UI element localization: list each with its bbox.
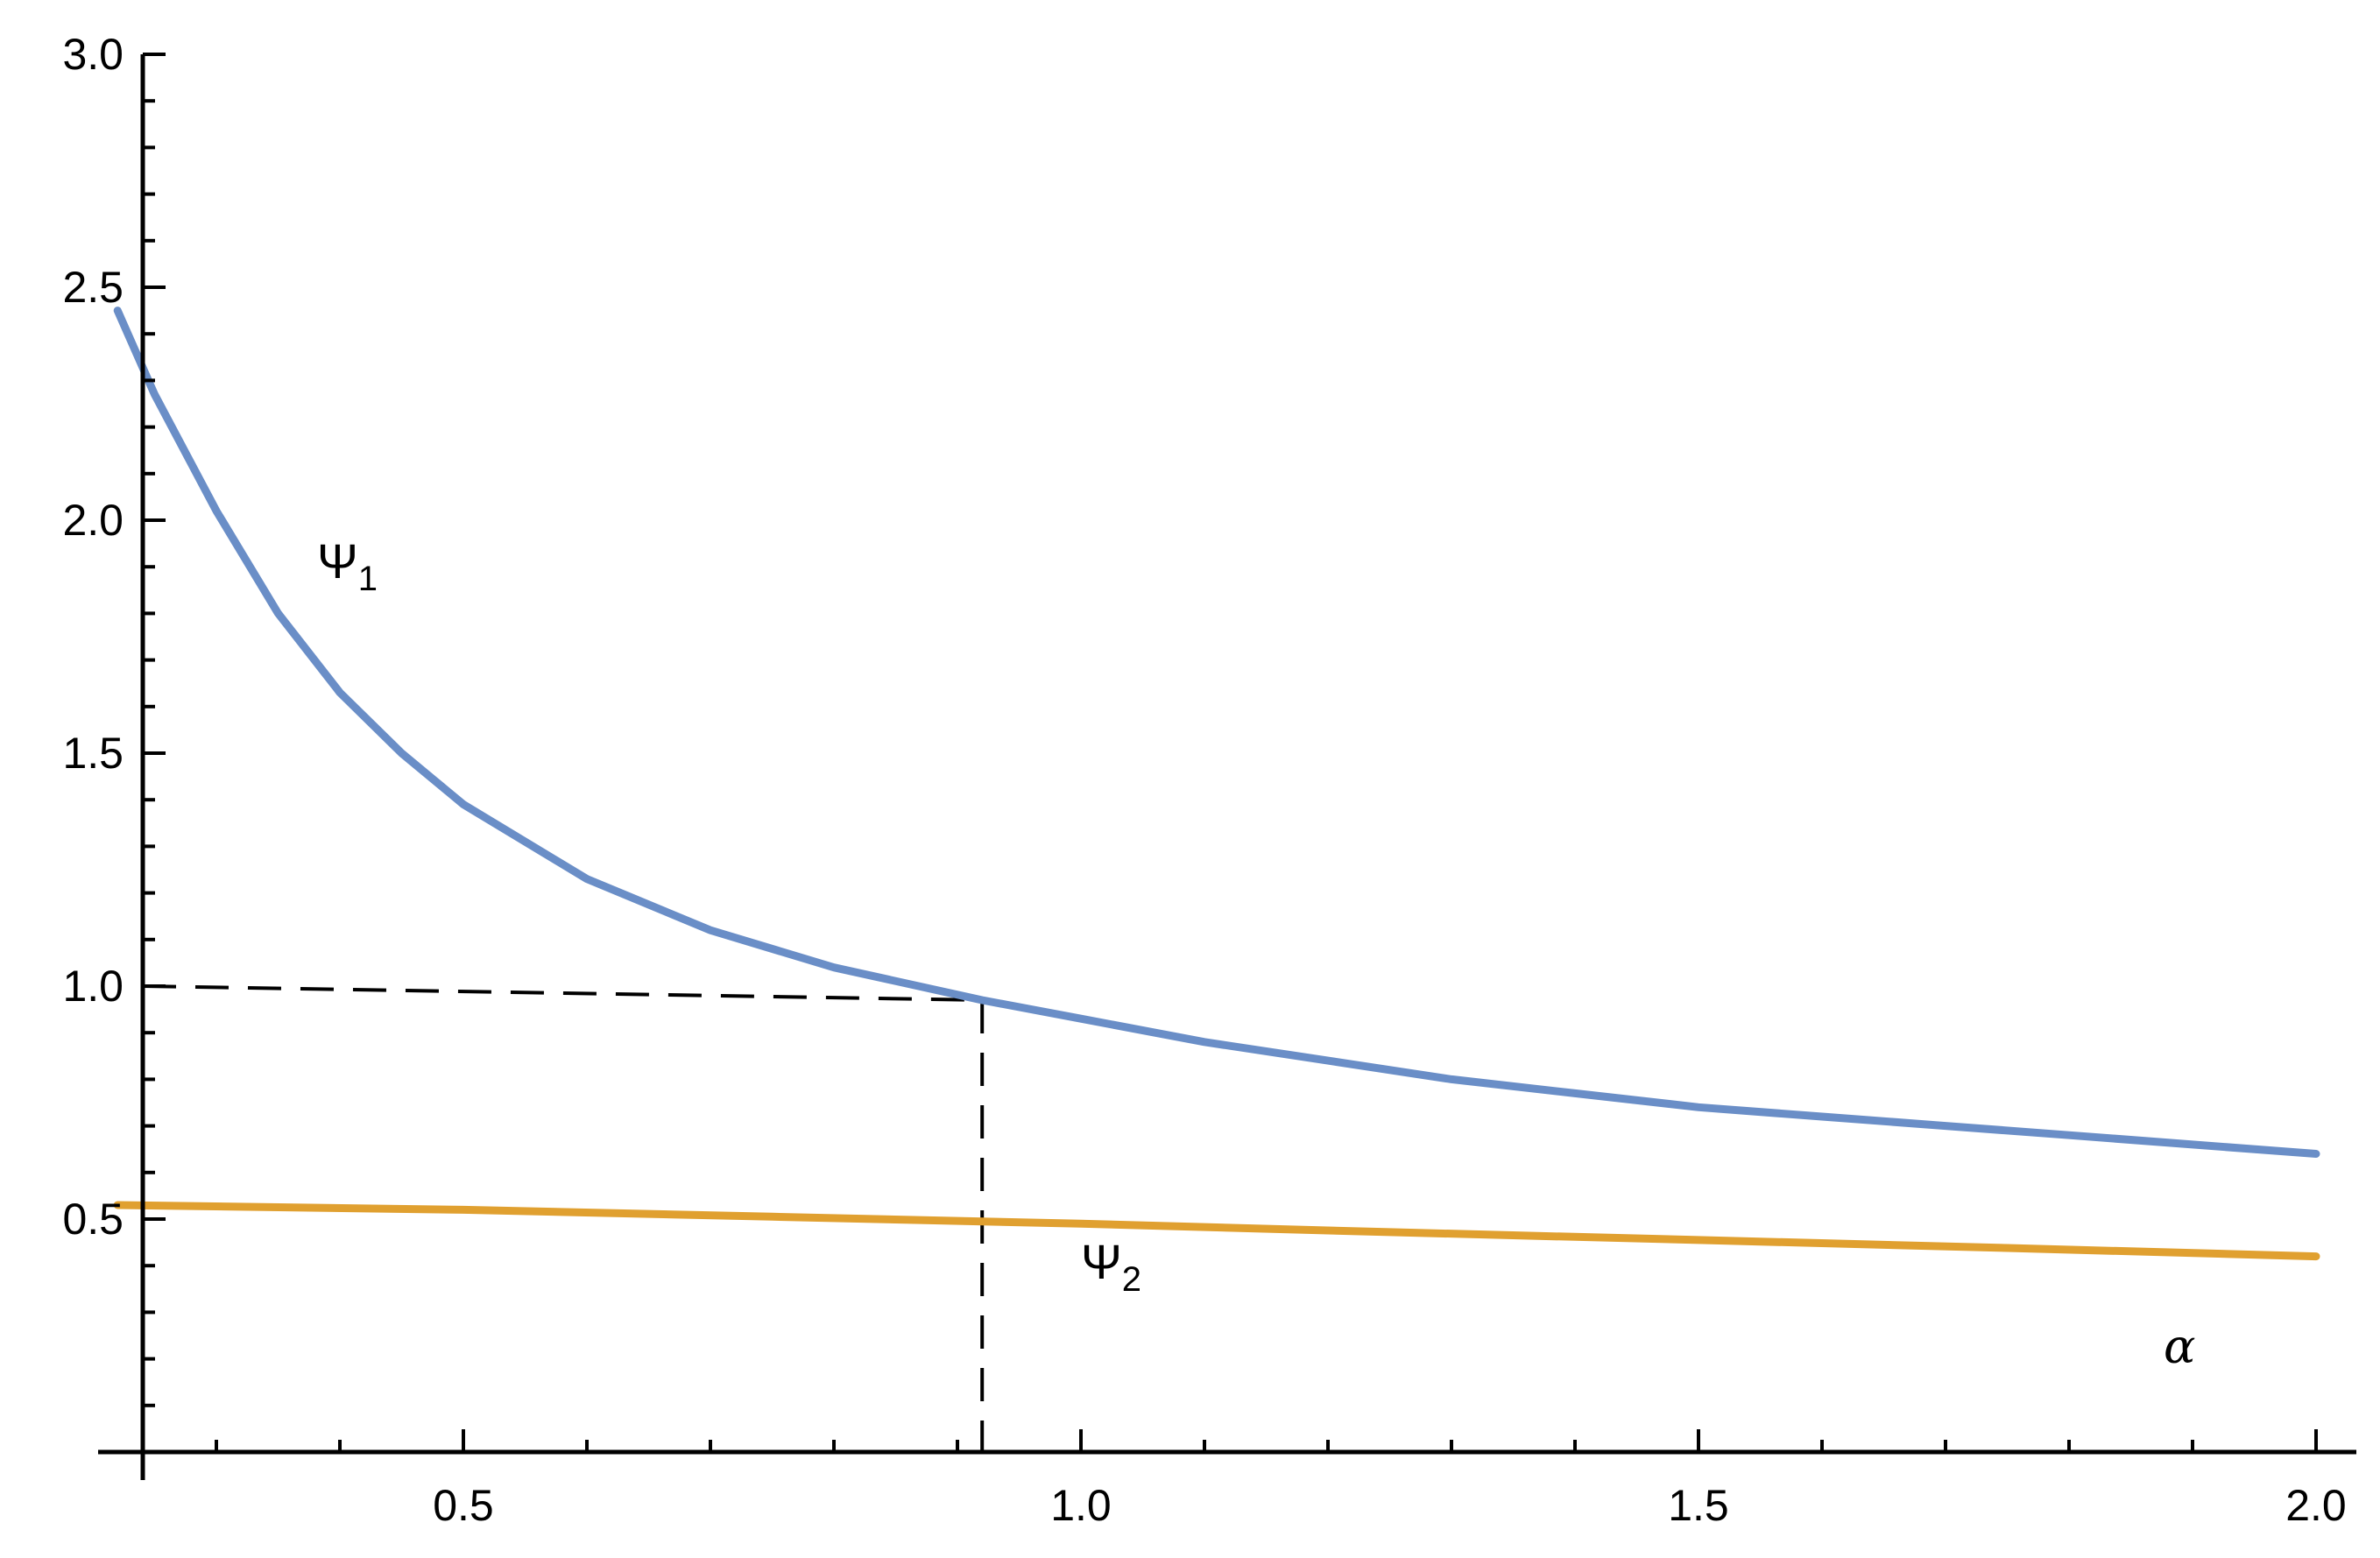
series-line-2 (113, 1201, 2320, 1261)
reference-lines (142, 984, 985, 1452)
x-tick-label: 1.5 (1668, 1481, 1729, 1530)
annotations: Ψ1 Ψ2 α (317, 533, 2195, 1374)
x-tick-label: 0.5 (433, 1481, 494, 1530)
y-tick-label: 0.5 (62, 1195, 124, 1244)
x-tick-label: 2.0 (2285, 1481, 2347, 1530)
series-lines (113, 307, 2320, 1261)
y-tick-label: 1.0 (62, 962, 124, 1011)
series-label-psi2-sub: 2 (1122, 1260, 1141, 1299)
series-label-psi1-sub: 1 (358, 560, 378, 598)
x-tick-label: 1.0 (1050, 1481, 1112, 1530)
series-label-psi2: Ψ2 (1081, 1234, 1141, 1299)
y-tick-label: 3.0 (62, 30, 124, 79)
y-tick-label: 1.5 (62, 729, 124, 778)
series-label-psi1: Ψ1 (317, 533, 378, 598)
series-line-1 (113, 307, 2320, 1158)
y-tick-label: 2.5 (62, 263, 124, 312)
horizontal-dashed-line (142, 984, 983, 1002)
axes: 0.5 1.0 1.5 2.0 2.5 3.0 0.5 1.0 1.5 2.0 (62, 30, 2356, 1530)
series-label-psi2-name: Ψ (1081, 1234, 1122, 1289)
series-label-psi1-name: Ψ (317, 533, 358, 589)
y-tick-label: 2.0 (62, 496, 124, 545)
x-axis-label: α (2164, 1319, 2195, 1374)
